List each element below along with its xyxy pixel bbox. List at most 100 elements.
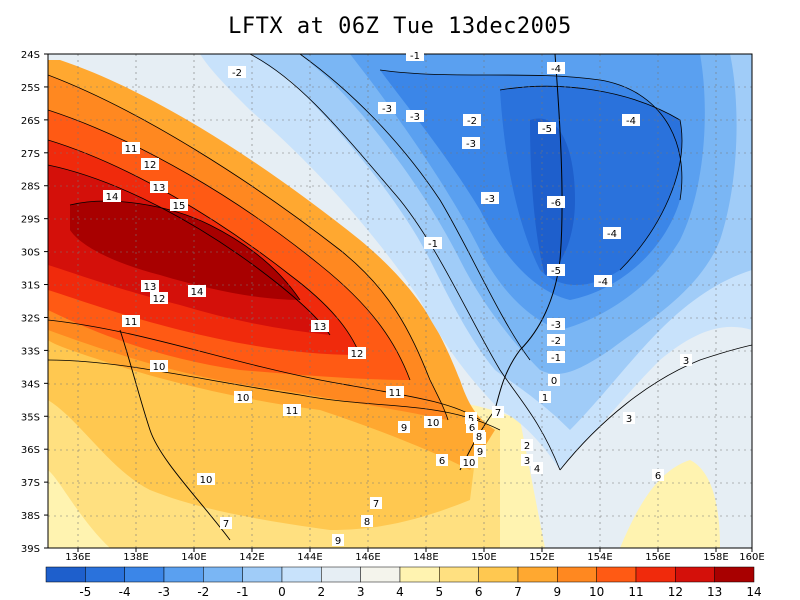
contour-label: 3 — [680, 354, 692, 367]
contour-label: 8 — [473, 430, 485, 443]
contour-label-bg — [680, 354, 692, 366]
contour-label-bg — [170, 199, 188, 211]
grid-lines — [48, 54, 752, 548]
colorbar-swatch — [45, 566, 86, 583]
contour-label-text: 11 — [389, 388, 402, 399]
contour-label: -2 — [547, 334, 565, 347]
lon-tick-label: 158E — [703, 552, 728, 563]
lon-tick-label: 140E — [181, 552, 206, 563]
contour-label: 3 — [623, 412, 635, 425]
contour-label-text: 13 — [144, 282, 157, 293]
contour-label-text: 14 — [191, 287, 204, 298]
contour-label-text: -5 — [551, 266, 561, 277]
contour-label: 12 — [150, 292, 168, 305]
contour-label: -1 — [406, 49, 424, 62]
contour-label: -4 — [622, 114, 640, 127]
contour-label: 7 — [220, 517, 232, 530]
contour-label-text: -1 — [551, 353, 561, 364]
lat-tick-label: 26S — [21, 116, 40, 127]
contour-labels: -1-2-4-3-3-2-5-4-3-3-6-1-4-5-4-3-2-10123… — [103, 49, 692, 547]
colorbar-swatch — [242, 566, 283, 583]
contour-label-text: 7 — [223, 519, 229, 530]
contour-label: -3 — [481, 192, 499, 205]
contour-label-text: -4 — [607, 229, 617, 240]
colorbar-swatch — [85, 566, 125, 583]
contour-label: 0 — [548, 374, 560, 387]
lat-tick-label: 32S — [21, 313, 40, 324]
contour-label-text: 10 — [153, 362, 166, 373]
lat-tick-label: 35S — [21, 412, 40, 423]
contour-label-text: 12 — [153, 294, 166, 305]
contour-label-bg — [311, 320, 329, 332]
colorbar: -5 -4 -3 -2 -1 0 2 3 4 5 6 7 9 10 11 12 13 14 — [45, 566, 762, 599]
contour-label-text: 8 — [364, 517, 370, 528]
contour-label-bg — [463, 114, 481, 126]
contour-label-bg — [473, 430, 485, 442]
contour-label-bg — [234, 391, 252, 403]
contour-label-bg — [531, 462, 543, 474]
contour-label-bg — [594, 275, 612, 287]
contour-label: 6 — [436, 454, 448, 467]
contour-label: 10 — [150, 360, 168, 373]
contour-label-text: 9 — [401, 423, 407, 434]
contour-label-text: 10 — [200, 475, 213, 486]
contour-label-text: 10 — [237, 393, 250, 404]
contour-label: 4 — [531, 462, 543, 475]
contour-label-bg — [538, 122, 556, 134]
colorbar-label: 7 — [514, 585, 522, 599]
colorbar-swatch — [635, 566, 676, 583]
colorbar-label: 6 — [475, 585, 483, 599]
contour-label-bg — [370, 497, 382, 509]
contour-label-text: 4 — [534, 464, 540, 475]
colorbar-label: 10 — [589, 585, 604, 599]
contour-label: 10 — [424, 416, 442, 429]
contour-label-text: 11 — [286, 406, 299, 417]
contour-label-bg — [220, 517, 232, 529]
contour-label-bg — [122, 142, 140, 154]
lat-tick-label: 31S — [21, 281, 40, 292]
colorbar-label: 12 — [668, 585, 683, 599]
contour-label-text: 7 — [495, 408, 501, 419]
latitude-axis: 24S 25S 26S 27S 28S 29S 30S 31S 32S 33S 34S 35S 36S 3… — [21, 50, 48, 555]
contour-label-bg — [474, 445, 486, 457]
colorbar-label: 11 — [628, 585, 643, 599]
lat-tick-label: 36S — [21, 445, 40, 456]
contour-label-text: 11 — [125, 144, 138, 155]
contour-label-bg — [424, 237, 442, 249]
contour-label-bg — [398, 421, 410, 433]
contour-label-text: 7 — [373, 499, 379, 510]
colorbar-label: 0 — [278, 585, 286, 599]
lon-tick-label: 138E — [123, 552, 148, 563]
colorbar-swatch — [124, 566, 165, 583]
contour-label-bg — [228, 66, 246, 78]
contour-label-bg — [462, 137, 480, 149]
contour-label-text: -4 — [626, 116, 636, 127]
contour-label-bg — [548, 374, 560, 386]
contour-label-text: 13 — [314, 322, 327, 333]
contour-label: -3 — [406, 110, 424, 123]
contour-label: -2 — [463, 114, 481, 127]
contour-label: 7 — [492, 406, 504, 419]
colorbar-swatch — [675, 566, 715, 583]
contour-label-text: -1 — [410, 51, 420, 62]
contour-label-text: -3 — [410, 112, 420, 123]
contour-label: 9 — [474, 445, 486, 458]
colorbar-label: 14 — [746, 585, 761, 599]
contour-label-bg — [547, 264, 565, 276]
lat-tick-label: 37S — [21, 478, 40, 489]
lon-tick-label: 148E — [413, 552, 438, 563]
contour-label-text: -3 — [485, 194, 495, 205]
contour-label-bg — [436, 454, 448, 466]
lat-tick-label: 33S — [21, 346, 40, 357]
contour-label-bg — [481, 192, 499, 204]
contour-label: -3 — [462, 137, 480, 150]
contour-label-text: 13 — [153, 183, 166, 194]
contour-label: 11 — [283, 404, 301, 417]
contour-label: 9 — [398, 421, 410, 434]
contour-label-bg — [188, 285, 206, 297]
contour-label-bg — [332, 534, 344, 546]
contour-label-bg — [623, 412, 635, 424]
contour-label-bg — [386, 386, 404, 398]
contour-label: 13 — [311, 320, 329, 333]
